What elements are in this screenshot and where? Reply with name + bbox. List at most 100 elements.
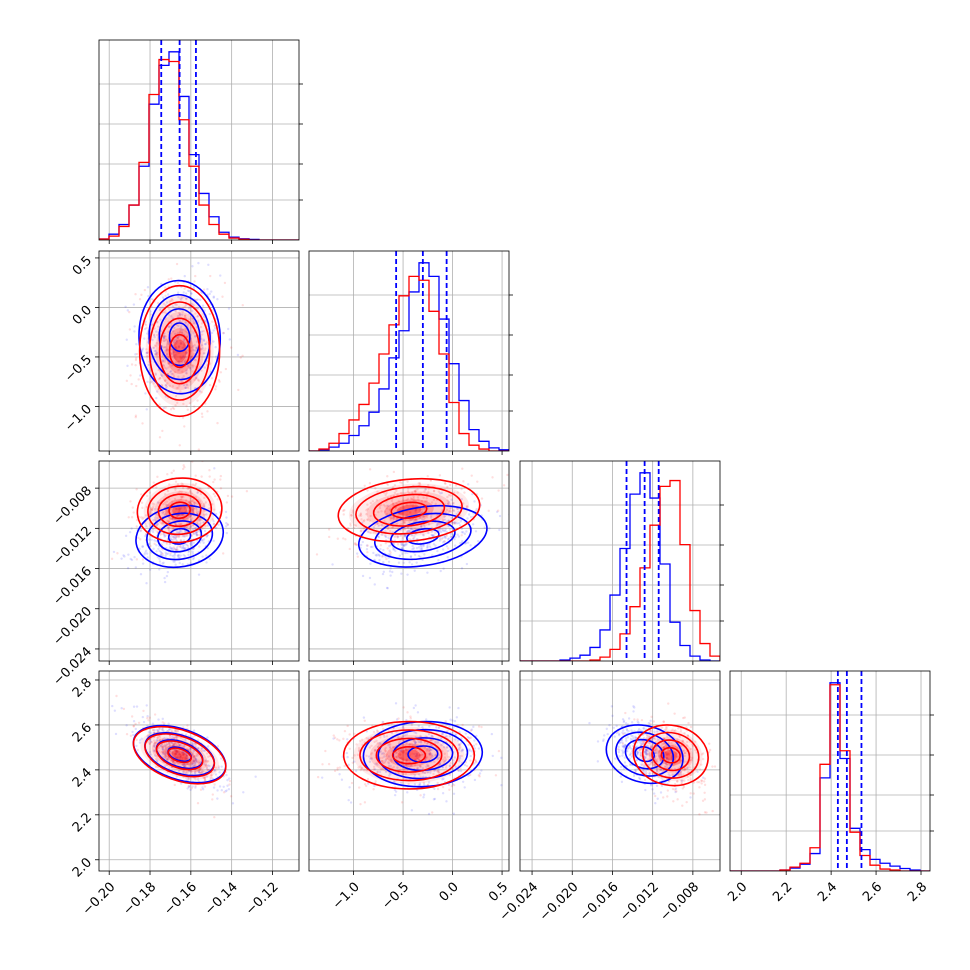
scatter-point	[178, 506, 181, 510]
scatter-point	[452, 812, 455, 815]
scatter-point	[191, 508, 194, 512]
scatter-point	[419, 548, 422, 551]
scatter-point	[432, 798, 436, 801]
scatter-point	[195, 759, 198, 763]
scatter-point	[156, 759, 159, 762]
scatter-point	[443, 535, 446, 538]
scatter-point	[170, 372, 174, 376]
scatter-point	[205, 513, 208, 516]
scatter-point	[184, 321, 188, 325]
scatter-point	[617, 745, 620, 749]
scatter-point	[457, 535, 461, 538]
scatter-point	[179, 325, 183, 328]
scatter-point	[196, 491, 199, 495]
scatter-point	[405, 742, 408, 745]
scatter-point	[194, 346, 198, 349]
scatter-point	[467, 513, 471, 516]
scatter-point	[422, 544, 425, 548]
scatter-point	[615, 724, 618, 728]
scatter-point	[214, 385, 218, 388]
scatter-point	[173, 736, 176, 739]
scatter-point	[381, 760, 384, 763]
scatter-point	[384, 493, 387, 497]
scatter-point	[169, 547, 172, 550]
scatter-point	[155, 524, 158, 527]
scatter-point	[406, 791, 409, 794]
scatter-point	[407, 747, 410, 751]
scatter-point	[384, 749, 387, 752]
scatter-point	[377, 744, 381, 747]
scatter-point	[179, 341, 183, 344]
scatter-point	[175, 735, 178, 739]
scatter-point	[653, 748, 657, 752]
scatter-point	[401, 544, 404, 547]
scatter-point	[181, 753, 185, 757]
scatter-point	[384, 758, 388, 761]
scatter-point	[392, 779, 396, 783]
scatter-point	[682, 716, 685, 720]
scatter-point	[194, 527, 198, 530]
scatter-point	[368, 576, 372, 580]
scatter-point	[196, 307, 200, 310]
scatter-point	[189, 761, 193, 764]
scatter-point	[618, 732, 621, 736]
scatter-point	[369, 753, 373, 756]
scatter-point	[192, 348, 195, 352]
scatter-point	[195, 340, 199, 343]
scatter-point	[399, 748, 403, 752]
scatter-point	[653, 737, 657, 741]
scatter-point	[183, 465, 186, 469]
scatter-point	[153, 539, 156, 542]
scatter-point	[679, 729, 683, 733]
scatter-point	[381, 756, 384, 759]
scatter-point	[448, 706, 451, 709]
scatter-point	[461, 723, 464, 727]
scatter-point	[161, 511, 164, 514]
scatter-point	[417, 758, 421, 762]
scatter-point	[382, 560, 385, 564]
scatter-point	[672, 764, 675, 767]
scatter-point	[381, 554, 384, 557]
scatter-point	[389, 519, 392, 522]
scatter-point	[226, 523, 229, 526]
scatter-point	[376, 763, 379, 766]
scatter-point	[191, 762, 194, 766]
scatter-point	[626, 736, 630, 739]
scatter-point	[406, 765, 409, 768]
scatter-point	[420, 525, 423, 528]
scatter-point	[621, 742, 625, 745]
scatter-point	[166, 570, 170, 574]
y-tick-label: −0.020	[50, 604, 95, 649]
scatter-point	[360, 529, 363, 533]
scatter-point	[596, 760, 600, 763]
scatter-point	[185, 755, 188, 758]
scatter-point	[224, 790, 227, 793]
scatter-point	[187, 769, 191, 773]
scatter-point	[146, 332, 149, 335]
scatter-point	[387, 504, 390, 508]
scatter-point	[441, 778, 444, 781]
scatter-point	[465, 505, 469, 508]
scatter-point	[708, 748, 712, 752]
scatter-point	[399, 749, 402, 753]
scatter-point	[189, 514, 193, 518]
scatter-point	[624, 711, 627, 715]
scatter-point	[392, 542, 396, 546]
panel-frame	[308, 460, 510, 662]
scatter-point	[130, 527, 133, 530]
scatter-point	[674, 751, 678, 754]
scatter-point	[653, 730, 656, 733]
scatter-point	[665, 752, 668, 755]
scatter-point	[426, 545, 429, 548]
scatter-point	[606, 732, 609, 736]
scatter-point	[174, 523, 177, 526]
scatter-point	[417, 758, 421, 762]
scatter-point	[206, 288, 209, 291]
scatter-point	[183, 360, 186, 363]
scatter-point	[387, 526, 390, 529]
panel-frame	[98, 250, 300, 452]
scatter-point	[665, 725, 668, 729]
scatter-point	[676, 780, 679, 783]
scatter-point	[206, 768, 210, 772]
scatter-point	[164, 752, 168, 755]
